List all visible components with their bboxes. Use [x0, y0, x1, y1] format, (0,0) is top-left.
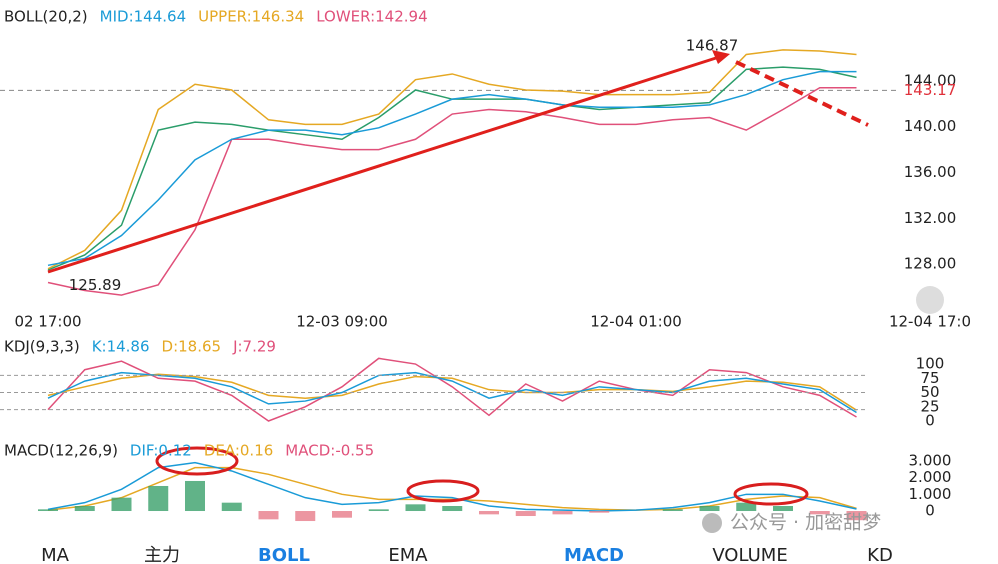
tab[interactable]: MA [41, 545, 70, 564]
last-price-label: 143.17 [904, 81, 957, 99]
macd-bar [332, 511, 352, 518]
high-label: 146.87 [686, 36, 739, 54]
macd-bar [295, 511, 316, 522]
indicator-title: BOLL(20,2) [4, 8, 88, 26]
legend-entry: DIF:0.12 [130, 442, 192, 460]
tab[interactable]: 主力 [144, 545, 180, 564]
series-line [47, 49, 857, 270]
x-tick-label: 12-04 01:00 [590, 313, 682, 331]
macd-bar [442, 506, 463, 512]
tab[interactable]: KD [867, 545, 893, 564]
x-tick-label: 02 17:00 [14, 313, 81, 331]
wechat-icon [702, 513, 722, 533]
legend-entry: J:7.29 [232, 338, 276, 356]
macd-bar [846, 511, 867, 521]
tab[interactable]: MACD [564, 545, 624, 564]
y-tick-label: 100 [916, 355, 945, 373]
y-tick-label: 25 [920, 397, 939, 415]
legend-entry: D:18.65 [162, 338, 222, 356]
macd-bar [809, 511, 830, 515]
y-tick-label: 128.00 [904, 255, 957, 273]
highlight-circle [733, 482, 809, 506]
legend-entry: K:14.86 [92, 338, 150, 356]
macd-bar [38, 509, 58, 512]
series-line [47, 86, 857, 296]
macd-bar [368, 509, 389, 512]
y-tick-label: 0 [925, 502, 935, 520]
tab[interactable]: EMA [388, 545, 428, 564]
y-tick-label: 144.00 [904, 71, 957, 89]
series-line [47, 466, 857, 511]
trend-line [47, 56, 717, 274]
y-tick-label: 0 [925, 412, 935, 430]
macd-bar [479, 511, 499, 515]
macd-bar [662, 509, 683, 512]
indicator-title: MACD(12,26,9) [4, 442, 118, 460]
y-tick-label: 3.000 [909, 451, 952, 469]
legend-entry: DEA:0.16 [204, 442, 273, 460]
collapse-button[interactable] [916, 286, 944, 314]
y-tick-label: 132.00 [904, 209, 957, 227]
y-tick-label: 50 [920, 383, 939, 401]
indicator-title: KDJ(9,3,3) [4, 338, 80, 356]
macd-bar [736, 502, 757, 512]
macd-bar [699, 506, 720, 512]
x-tick-label: 12-04 17:0 [889, 313, 971, 331]
legend-entry: MID:144.64 [100, 8, 186, 26]
y-tick-label: 140.00 [904, 117, 957, 135]
macd-bar [515, 511, 536, 517]
legend-entry: MACD:-0.55 [285, 442, 374, 460]
macd-bar [773, 506, 793, 512]
highlight-circle [155, 446, 239, 476]
legend-entry: UPPER:146.34 [198, 8, 304, 26]
y-tick-label: 2.000 [909, 468, 952, 486]
macd-bar [552, 511, 573, 515]
legend-entry: LOWER:142.94 [316, 8, 427, 26]
macd-bar [258, 511, 279, 520]
y-tick-label: 75 [920, 369, 939, 387]
watermark: 公众号 · 加密甜梦 [730, 512, 881, 534]
macd-bar [111, 497, 132, 512]
series-line [47, 461, 857, 512]
macd-bar [74, 506, 95, 512]
macd-bar [221, 502, 242, 512]
series-line [47, 70, 857, 267]
tab[interactable]: BOLL [258, 545, 310, 564]
tab[interactable]: VOLUME [712, 545, 787, 564]
trend-line-dashed [735, 60, 869, 127]
macd-bar [589, 511, 610, 513]
macd-bar [148, 485, 169, 512]
series-line [47, 371, 857, 414]
series-line [47, 357, 857, 422]
macd-bar [405, 504, 426, 512]
y-tick-label: 1.000 [909, 485, 952, 503]
macd-bar [185, 480, 205, 512]
x-tick-label: 12-03 09:00 [296, 313, 388, 331]
trend-arrow [712, 50, 730, 64]
highlight-circle [406, 479, 480, 503]
y-tick-label: 136.00 [904, 163, 957, 181]
low-label: 125.89 [69, 276, 122, 294]
